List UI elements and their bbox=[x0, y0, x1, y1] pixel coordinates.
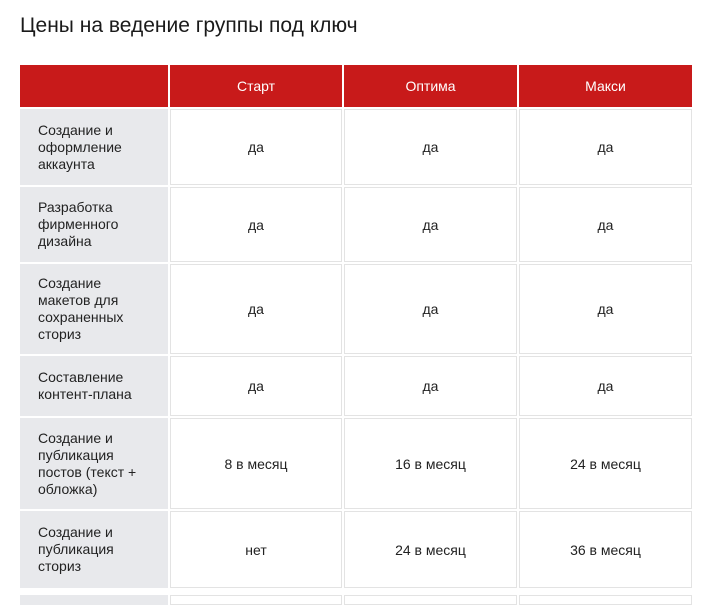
cut-off-cell bbox=[170, 595, 342, 605]
header-row: Старт Оптима Макси bbox=[20, 65, 692, 107]
value-cell: 24 в месяц bbox=[519, 418, 692, 509]
row-label: Разработка фирменного дизайна bbox=[38, 199, 119, 249]
value-cell: 36 в месяц bbox=[519, 511, 692, 588]
row-label: Составление контент-плана bbox=[38, 369, 132, 402]
value-cell: да bbox=[519, 356, 692, 416]
value-cell: да bbox=[170, 264, 342, 354]
table-row: Создание и оформление аккаунта да да да bbox=[20, 109, 692, 185]
table-row: Создание и публикация сториз нет 24 в меся… bbox=[20, 511, 692, 588]
cut-off-cell bbox=[519, 595, 692, 605]
table-row: Разработка фирменного дизайна да да да bbox=[20, 187, 692, 262]
row-label-cell: Создание и публикация постов (текст + об… bbox=[20, 418, 168, 509]
value-cell: да bbox=[519, 109, 692, 185]
row-label-cell: Создание макетов для сохраненных сториз bbox=[20, 264, 168, 354]
value-cell: да bbox=[344, 187, 517, 262]
row-label-cell: Разработка фирменного дизайна bbox=[20, 187, 168, 262]
table-row: Создание и публикация постов (текст + об… bbox=[20, 418, 692, 509]
price-table: Старт Оптима Макси Создание и оформление а… bbox=[18, 63, 694, 590]
column-header: Старт bbox=[170, 65, 342, 107]
row-label: Создание и публикация постов (текст + об… bbox=[38, 429, 137, 497]
row-label: Создание и публикация сториз bbox=[38, 524, 114, 574]
value-cell: 16 в месяц bbox=[344, 418, 517, 509]
value-cell: да bbox=[170, 187, 342, 262]
value-cell: да bbox=[344, 356, 517, 416]
column-header: Макси bbox=[519, 65, 692, 107]
value-cell: 24 в месяц bbox=[344, 511, 517, 588]
value-cell: да bbox=[170, 109, 342, 185]
table-head: Старт Оптима Макси bbox=[20, 65, 692, 107]
value-cell: да bbox=[519, 264, 692, 354]
row-label: Создание макетов для сохраненных сториз bbox=[38, 275, 124, 342]
column-header: Оптима bbox=[344, 65, 517, 107]
table-row: Составление контент-плана да да да bbox=[20, 356, 692, 416]
column-header bbox=[20, 65, 168, 107]
table-body: Создание и оформление аккаунта да да да Разр… bbox=[20, 109, 692, 588]
row-label: Создание и оформление аккаунта bbox=[38, 121, 122, 172]
value-cell: 8 в месяц bbox=[170, 418, 342, 509]
cut-off-cell bbox=[20, 595, 168, 605]
row-label-cell: Создание и оформление аккаунта bbox=[20, 109, 168, 185]
row-label-cell: Составление контент-плана bbox=[20, 356, 168, 416]
table-row: Создание макетов для сохраненных сториз д… bbox=[20, 264, 692, 354]
row-label-cell: Создание и публикация сториз bbox=[20, 511, 168, 588]
value-cell: да bbox=[170, 356, 342, 416]
value-cell: да bbox=[519, 187, 692, 262]
value-cell: нет bbox=[170, 511, 342, 588]
page-title: Цены на ведение группы под ключ bbox=[20, 14, 358, 37]
value-cell: да bbox=[344, 264, 517, 354]
cut-off-cell bbox=[344, 595, 517, 605]
value-cell: да bbox=[344, 109, 517, 185]
